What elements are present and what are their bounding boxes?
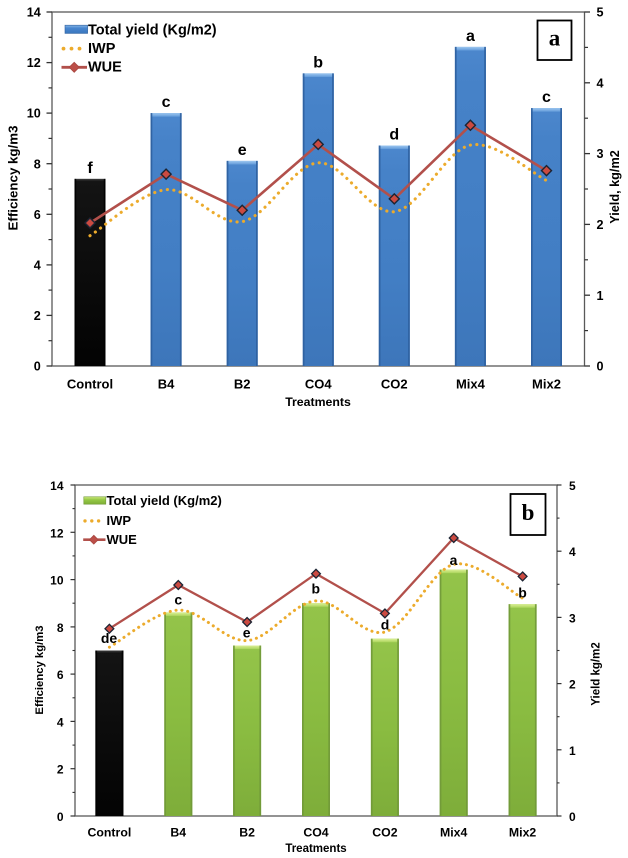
svg-text:IWP: IWP	[107, 513, 132, 528]
svg-text:B2: B2	[234, 377, 251, 392]
svg-text:WUE: WUE	[107, 532, 138, 547]
svg-text:14: 14	[50, 479, 64, 493]
svg-text:Yield kg/m2: Yield kg/m2	[591, 642, 603, 706]
svg-text:Mix2: Mix2	[532, 377, 561, 392]
svg-text:3: 3	[569, 611, 576, 625]
svg-text:b: b	[313, 54, 323, 71]
svg-text:Treatments: Treatments	[285, 395, 351, 409]
svg-text:4: 4	[57, 715, 64, 729]
svg-text:f: f	[87, 160, 93, 177]
svg-text:Control: Control	[67, 377, 113, 392]
svg-text:0: 0	[569, 810, 576, 824]
svg-text:B2: B2	[239, 826, 255, 840]
svg-text:Treatments: Treatments	[285, 843, 346, 855]
svg-text:14: 14	[27, 6, 41, 20]
svg-text:4: 4	[569, 545, 576, 559]
svg-text:2: 2	[597, 218, 604, 232]
svg-text:0: 0	[597, 360, 604, 374]
svg-text:Yield, kg/m2: Yield, kg/m2	[608, 150, 622, 224]
svg-text:12: 12	[27, 56, 41, 70]
svg-text:4: 4	[597, 76, 604, 90]
svg-text:Mix4: Mix4	[440, 826, 467, 840]
svg-text:a: a	[549, 25, 561, 50]
svg-text:e: e	[243, 625, 251, 641]
svg-text:c: c	[162, 94, 171, 111]
svg-text:CO2: CO2	[372, 826, 397, 840]
svg-text:0: 0	[57, 810, 64, 824]
svg-text:Total yield (Kg/m2): Total yield (Kg/m2)	[107, 493, 222, 508]
svg-text:d: d	[381, 617, 390, 633]
svg-text:6: 6	[57, 668, 64, 682]
svg-text:8: 8	[34, 157, 41, 171]
svg-text:Efficiency kg/m3: Efficiency kg/m3	[6, 126, 21, 231]
svg-text:1: 1	[569, 744, 576, 758]
svg-text:Total yield (Kg/m2): Total yield (Kg/m2)	[88, 22, 217, 38]
svg-text:CO4: CO4	[303, 826, 328, 840]
svg-text:6: 6	[34, 208, 41, 222]
svg-text:10: 10	[27, 107, 41, 121]
svg-text:10: 10	[50, 574, 64, 588]
svg-text:e: e	[238, 142, 247, 159]
svg-text:2: 2	[569, 678, 576, 692]
svg-text:a: a	[450, 552, 458, 568]
svg-text:3: 3	[597, 147, 604, 161]
svg-text:B4: B4	[158, 377, 175, 392]
svg-text:8: 8	[57, 621, 64, 635]
svg-text:CO4: CO4	[305, 377, 333, 392]
svg-text:a: a	[466, 28, 475, 45]
svg-text:Efficiency kg/m3: Efficiency kg/m3	[34, 625, 46, 714]
svg-text:Control: Control	[88, 826, 132, 840]
svg-text:B4: B4	[170, 826, 186, 840]
svg-text:IWP: IWP	[88, 41, 116, 57]
svg-text:5: 5	[569, 479, 576, 493]
svg-text:b: b	[518, 584, 527, 600]
svg-text:Mix2: Mix2	[509, 826, 536, 840]
svg-text:1: 1	[597, 289, 604, 303]
svg-text:de: de	[101, 630, 118, 646]
svg-text:4: 4	[34, 259, 41, 273]
svg-text:c: c	[542, 89, 551, 106]
svg-text:0: 0	[34, 360, 41, 374]
svg-text:b: b	[522, 500, 535, 525]
svg-text:2: 2	[57, 763, 64, 777]
svg-text:Mix4: Mix4	[456, 377, 486, 392]
svg-text:5: 5	[597, 6, 604, 20]
svg-text:b: b	[312, 581, 321, 597]
svg-text:CO2: CO2	[381, 377, 408, 392]
svg-text:2: 2	[34, 309, 41, 323]
svg-text:WUE: WUE	[88, 59, 122, 75]
svg-text:12: 12	[50, 526, 64, 540]
svg-text:d: d	[389, 127, 399, 144]
svg-text:c: c	[174, 591, 182, 607]
